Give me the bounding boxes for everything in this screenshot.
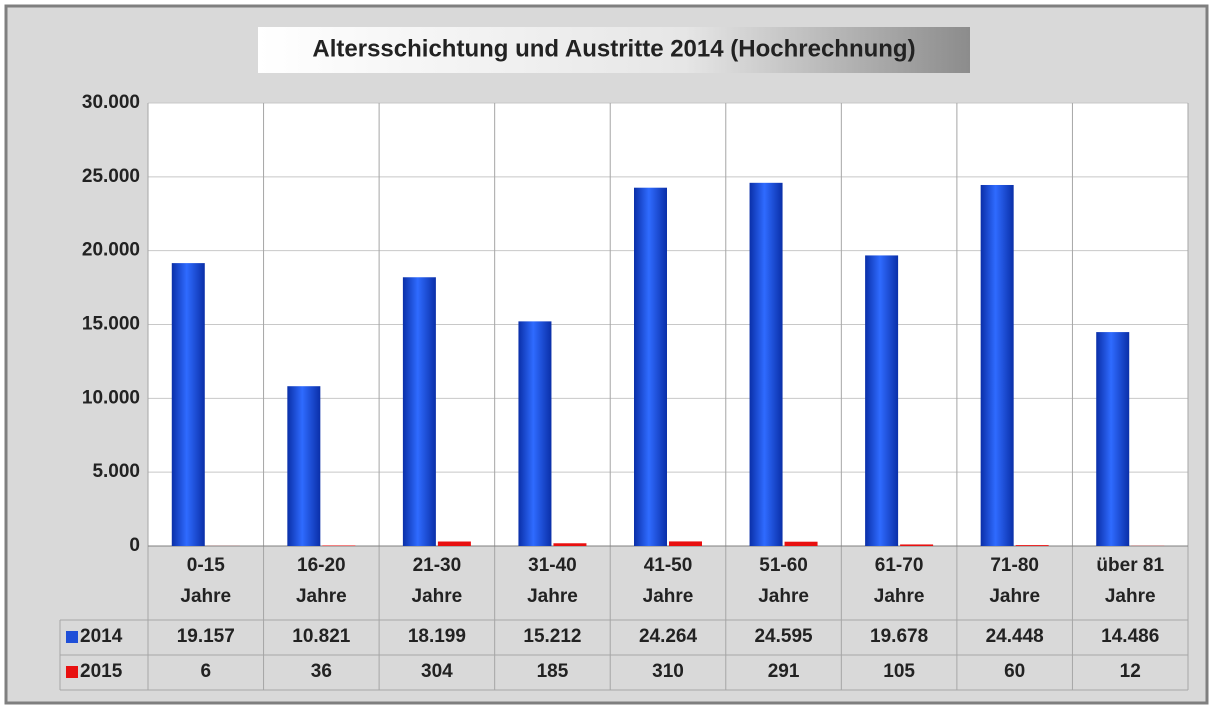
- data-label: 24.595: [754, 626, 813, 647]
- data-label: 291: [768, 661, 800, 682]
- bar: [634, 188, 667, 546]
- y-tick-label: 0: [129, 535, 140, 556]
- data-label: 19.157: [177, 626, 235, 647]
- data-label: 24.448: [986, 626, 1044, 647]
- bar: [403, 277, 436, 546]
- bar: [669, 541, 702, 546]
- bar: [1096, 332, 1129, 546]
- y-tick-label: 25.000: [82, 166, 140, 187]
- bar: [287, 386, 320, 546]
- bar: [865, 255, 898, 546]
- bar: [172, 263, 205, 546]
- data-label: 24.264: [639, 626, 698, 647]
- bar: [322, 545, 355, 546]
- data-label: 15.212: [523, 626, 581, 647]
- y-tick-label: 5.000: [92, 461, 140, 482]
- data-label: 105: [883, 661, 915, 682]
- data-label: 185: [537, 661, 569, 682]
- y-tick-label: 10.000: [82, 387, 140, 408]
- data-label: 304: [421, 661, 453, 682]
- bar: [438, 542, 471, 546]
- y-tick-label: 20.000: [82, 240, 140, 261]
- bar: [785, 542, 818, 546]
- data-label: 18.199: [408, 626, 466, 647]
- legend-label: 2015: [80, 661, 123, 682]
- bar: [553, 543, 586, 546]
- chart-title: Altersschichtung und Austritte 2014 (Hoc…: [312, 35, 915, 62]
- data-label: 12: [1120, 661, 1141, 682]
- data-label: 60: [1004, 661, 1025, 682]
- legend-label: 2014: [80, 626, 123, 647]
- data-label: 10.821: [292, 626, 351, 647]
- y-tick-label: 30.000: [82, 92, 140, 113]
- bar: [1016, 545, 1049, 546]
- bar: [518, 321, 551, 546]
- bar: [900, 544, 933, 546]
- data-label: 14.486: [1101, 626, 1159, 647]
- legend-key: [66, 631, 78, 643]
- data-label: 36: [311, 661, 332, 682]
- legend-key: [66, 666, 78, 678]
- bar: [750, 183, 783, 546]
- data-label: 6: [200, 661, 211, 682]
- bar: [981, 185, 1014, 546]
- data-label: 19.678: [870, 626, 928, 647]
- data-label: 310: [652, 661, 684, 682]
- y-tick-label: 15.000: [82, 314, 140, 335]
